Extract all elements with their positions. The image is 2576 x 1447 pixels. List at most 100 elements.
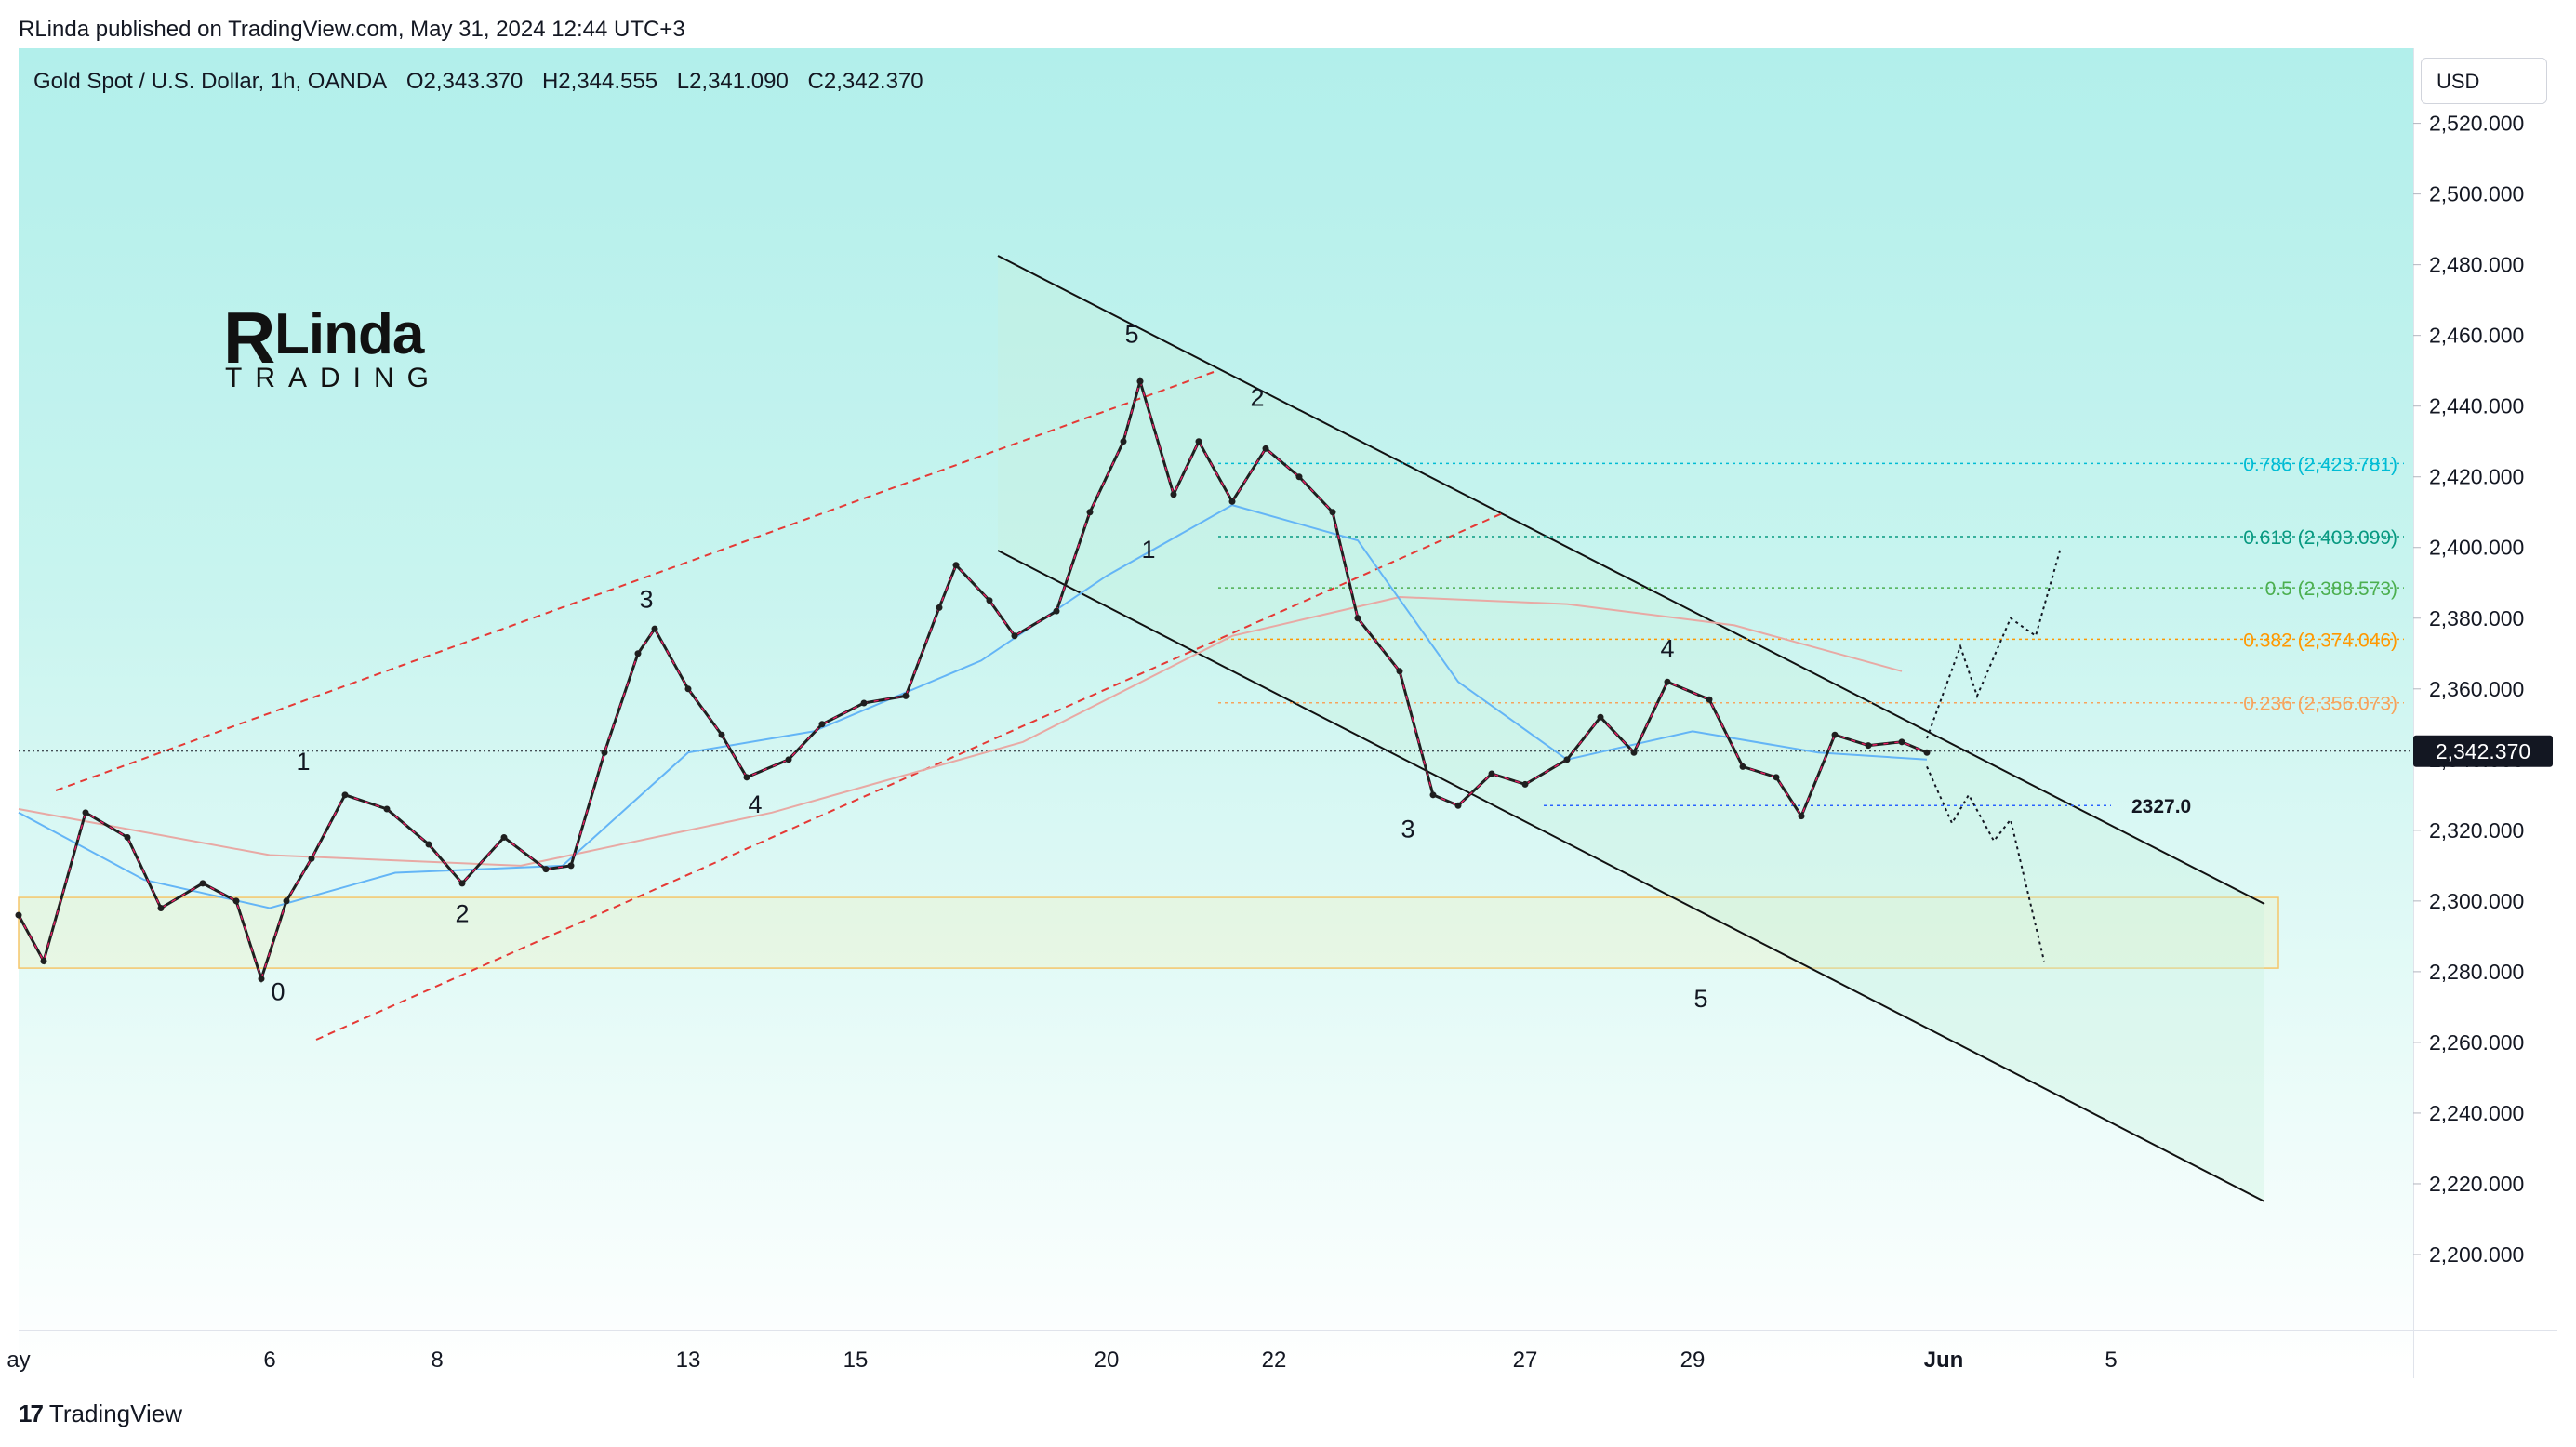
- wave-label: 3: [1401, 815, 1414, 843]
- fib-level-label: 0.618 (2,403.099): [2243, 527, 2397, 549]
- wave-label: 2: [455, 900, 469, 928]
- ohlc-low: L2,341.090: [676, 69, 789, 94]
- price-point: [458, 880, 466, 887]
- channel-lower-line: [997, 550, 2265, 1202]
- price-point: [1923, 749, 1931, 756]
- wave-label: 5: [1124, 320, 1138, 348]
- price-point: [1086, 509, 1094, 516]
- price-point: [601, 749, 608, 756]
- price-point: [1354, 615, 1361, 622]
- chart-area[interactable]: R Linda TRADING: [19, 48, 2413, 1378]
- price-point: [1563, 756, 1571, 763]
- price-point: [785, 756, 792, 763]
- wave-label: 1: [296, 748, 310, 776]
- price-point: [1228, 498, 1236, 505]
- price-point: [952, 562, 960, 569]
- support-label: 2327.0: [2131, 796, 2191, 817]
- price-point: [258, 975, 265, 982]
- price-point: [1521, 780, 1529, 788]
- fib-level-label: 0.786 (2,423.781): [2243, 454, 2397, 475]
- tradingview-brand: TradingView: [48, 1400, 182, 1427]
- price-tick-label: 2,440.000: [2429, 394, 2524, 418]
- price-point: [1170, 491, 1177, 498]
- wave-label: 0: [271, 977, 285, 1005]
- price-point: [936, 604, 943, 611]
- symbol-name[interactable]: Gold Spot / U.S. Dollar, 1h, OANDA: [33, 69, 388, 94]
- wave-label: 1: [1141, 536, 1155, 564]
- fib-level-label: 0.5 (2,388.573): [2265, 578, 2397, 600]
- price-point: [1053, 607, 1060, 615]
- time-tick-label: 5: [2105, 1347, 2117, 1373]
- ohlc-high: H2,344.555: [541, 69, 658, 94]
- price-point: [1429, 791, 1437, 799]
- time-tick-label: 8: [431, 1347, 443, 1373]
- price-tick-label: 2,240.000: [2429, 1101, 2524, 1125]
- price-point: [902, 692, 910, 699]
- price-tick-label: 2,260.000: [2429, 1030, 2524, 1055]
- price-tick-label: 2,220.000: [2429, 1172, 2524, 1196]
- wave-label: 3: [639, 585, 653, 613]
- price-tick-label: 2,360.000: [2429, 677, 2524, 701]
- ohlc-close: C2,342.370: [807, 69, 923, 94]
- price-tick-label: 2,420.000: [2429, 465, 2524, 489]
- price-point: [1262, 445, 1269, 452]
- price-point: [82, 809, 89, 816]
- price-point: [500, 833, 508, 841]
- time-tick-label: 29: [1680, 1347, 1706, 1373]
- time-axis[interactable]: [19, 1330, 2557, 1379]
- price-tick-label: 2,500.000: [2429, 182, 2524, 206]
- fib-level-label: 0.236 (2,356.073): [2243, 694, 2397, 715]
- symbol-legend: Gold Spot / U.S. Dollar, 1h, OANDA O2,34…: [33, 69, 936, 95]
- price-point: [1630, 749, 1638, 756]
- price-tick-label: 2,300.000: [2429, 889, 2524, 913]
- wave-label: 5: [1693, 985, 1707, 1013]
- price-tick-label: 2,320.000: [2429, 818, 2524, 843]
- price-point: [1739, 763, 1746, 770]
- channel-upper-line: [997, 255, 2265, 905]
- rlinda-logo: R Linda TRADING: [223, 297, 465, 404]
- price-point: [651, 625, 658, 632]
- price-point: [383, 805, 391, 813]
- price-point: [1011, 632, 1018, 640]
- time-tick-label: 15: [843, 1347, 869, 1373]
- currency-button[interactable]: USD: [2421, 58, 2547, 104]
- price-point: [542, 866, 550, 873]
- price-point: [986, 597, 993, 604]
- price-point: [1329, 509, 1336, 516]
- wave-label: 4: [1660, 635, 1674, 663]
- logo-text: Linda: [274, 302, 424, 366]
- price-point: [1396, 668, 1403, 675]
- ascending-channel-lower: [315, 511, 1507, 1041]
- price-point: [718, 731, 725, 738]
- time-tick-label: 22: [1262, 1347, 1287, 1373]
- time-tick-label: 13: [676, 1347, 701, 1373]
- price-tick-label: 2,380.000: [2429, 606, 2524, 631]
- price-point: [1773, 774, 1780, 781]
- tradingview-logo-icon: 17: [19, 1400, 44, 1427]
- price-point: [232, 897, 240, 905]
- price-axis[interactable]: [2413, 48, 2558, 1378]
- price-point: [425, 841, 432, 848]
- price-point: [1488, 770, 1495, 777]
- price-tick-label: 2,280.000: [2429, 960, 2524, 984]
- price-point: [818, 721, 826, 728]
- tradingview-footer[interactable]: 17 TradingView: [19, 1400, 182, 1428]
- price-point: [684, 685, 692, 693]
- price-point: [1454, 802, 1462, 809]
- fib-level-label: 0.382 (2,374.046): [2243, 630, 2397, 651]
- projection-up-path: [1926, 547, 2062, 739]
- price-point: [308, 855, 315, 862]
- current-price-badge-label: 2,342.370: [2436, 739, 2530, 763]
- price-point: [283, 897, 290, 905]
- ma-slow-line: [18, 595, 1903, 867]
- current-price-badge: [2413, 735, 2553, 767]
- price-point: [1597, 713, 1604, 721]
- price-point: [1798, 813, 1805, 820]
- channel-fill: [998, 256, 2264, 1201]
- time-tick-label: 20: [1095, 1347, 1120, 1373]
- published-caption: RLinda published on TradingView.com, May…: [19, 17, 685, 42]
- price-point: [1706, 696, 1713, 703]
- price-point: [341, 791, 349, 799]
- time-tick-label: 27: [1513, 1347, 1538, 1373]
